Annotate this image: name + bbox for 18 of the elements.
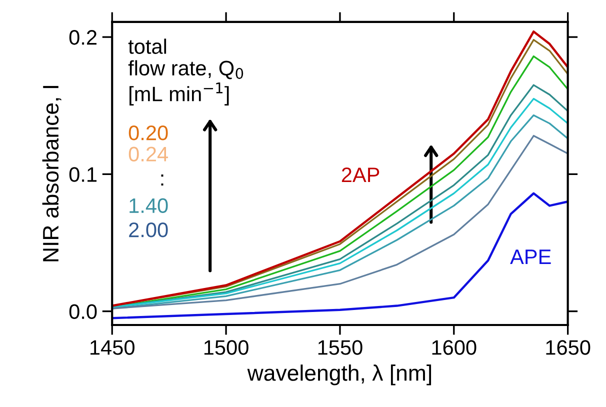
annotation: 1.40	[130, 198, 168, 214]
x-tick-label: 1600	[432, 340, 476, 355]
series-label: APE	[510, 250, 551, 264]
x-tick-label: 1500	[204, 340, 248, 355]
y-tick-label: 0.0	[69, 304, 97, 320]
annotation: 0.24	[128, 146, 168, 162]
x-axis-title: wavelength, λ [nm]	[247, 364, 432, 386]
annotation: 0.20	[128, 126, 168, 140]
text: total flow rate, Q$_{0}$ [mL min$^{−1}$]	[128, 38, 244, 106]
annotation: :	[161, 174, 164, 186]
x-tick-label: 1650	[546, 340, 590, 355]
x-tick-label: 1450	[90, 340, 134, 355]
y-axis-title: NIR absorbance, I	[42, 86, 62, 262]
annotation: 2.00	[129, 222, 168, 238]
series-label: 2AP	[342, 167, 380, 182]
x-tick-label: 1550	[318, 340, 362, 355]
y-tick-label: 0.1	[69, 167, 97, 182]
y-tick-label: 0.2	[69, 30, 96, 45]
